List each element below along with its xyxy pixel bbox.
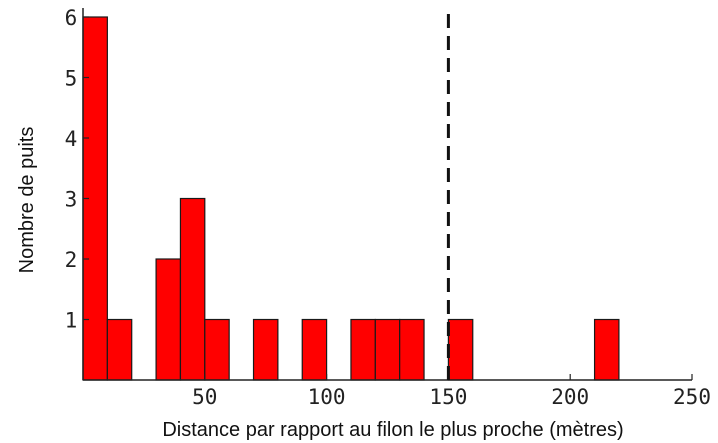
x-tick-label: 50 [192, 385, 217, 409]
histogram-bar [350, 318, 376, 381]
x-tick-label: 150 [429, 385, 467, 409]
histogram-bar [374, 318, 401, 381]
histogram-bar [593, 318, 620, 381]
y-axis-ticks: 1 2 3 4 5 6 [65, 6, 89, 333]
histogram-bar [252, 318, 279, 381]
histogram-bar [204, 318, 230, 381]
y-axis-title: Nombre de puits [16, 127, 38, 274]
y-tick-label: 1 [65, 309, 78, 333]
x-axis-ticks: 50 100 150 200 250 [192, 374, 711, 409]
histogram-bar [399, 318, 425, 381]
x-tick-label: 200 [551, 385, 589, 409]
histogram-bar [155, 258, 182, 381]
y-tick-label: 2 [65, 248, 78, 272]
histogram-bar [179, 197, 206, 381]
x-axis-title: Distance par rapport au filon le plus pr… [162, 419, 623, 441]
histogram-bars [82, 16, 620, 381]
histogram-bar [301, 318, 328, 381]
y-tick-label: 3 [65, 188, 78, 212]
y-tick-label: 5 [65, 67, 78, 91]
histogram-bar [447, 318, 474, 381]
y-tick-label: 6 [65, 6, 78, 30]
x-tick-label: 250 [673, 385, 711, 409]
histogram-bar [106, 318, 133, 381]
x-tick-label: 100 [308, 385, 346, 409]
y-tick-label: 4 [65, 127, 78, 151]
